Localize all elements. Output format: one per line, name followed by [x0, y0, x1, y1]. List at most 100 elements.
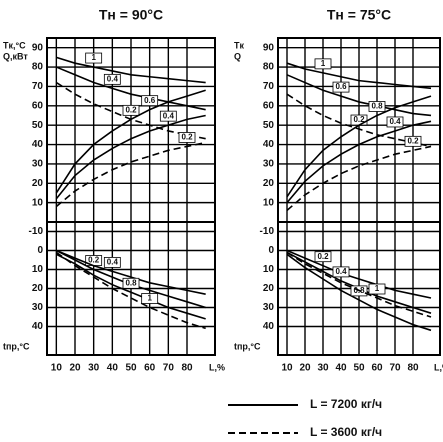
y-axis-label: Q,кВт: [3, 51, 28, 61]
series-line: [286, 74, 432, 117]
curve-label-box: [159, 110, 177, 122]
series-line: [286, 62, 432, 90]
curve-label: 1: [375, 284, 380, 293]
y-tick-label: 0: [268, 245, 274, 256]
x-tick-label: 80: [181, 363, 193, 374]
y-tick-label: 30: [32, 159, 44, 170]
y-tick-label: 20: [263, 283, 275, 294]
y-tick-label: 20: [32, 178, 44, 189]
curve-label: 0.2: [88, 256, 100, 265]
y-tick-label: 40: [263, 321, 275, 332]
curve-label-box: [85, 52, 103, 64]
series-line: [56, 249, 206, 295]
y-axis-label: Tк,°C: [3, 40, 26, 50]
y-tick-label: 60: [263, 100, 275, 111]
x-tick-label: 40: [107, 363, 119, 374]
x-tick-label: 10: [51, 363, 63, 374]
x-tick-label: 70: [163, 363, 175, 374]
y-tick-label: 30: [263, 159, 275, 170]
y-tick-label: 50: [263, 120, 275, 131]
y-tick-label: 10: [32, 264, 44, 275]
curve-label-box: [314, 251, 332, 263]
y-tick-label: 80: [263, 62, 275, 73]
x-tick-label: 10: [281, 363, 293, 374]
x-axis-label: L,%: [434, 362, 443, 372]
curve-label: 0.2: [353, 115, 365, 124]
y-tick-label: 10: [263, 197, 275, 208]
y-axis-label: Tк: [234, 40, 244, 50]
chart-title: Tн = 75°C: [327, 7, 391, 23]
x-tick-label: 60: [144, 363, 156, 374]
curve-label-box: [141, 293, 159, 304]
curve-label: 0.6: [335, 82, 347, 91]
curve-label-box: [332, 266, 350, 278]
y-tick-label: 40: [32, 139, 44, 150]
series-line: [286, 93, 432, 148]
x-tick-label: 20: [299, 363, 311, 374]
curve-label-box: [103, 256, 121, 268]
y-axis-label: tпр,°C: [3, 341, 30, 351]
curve-label: 0.2: [125, 105, 137, 114]
curve-label: 1: [321, 59, 326, 68]
series-line: [56, 66, 206, 111]
curve-label-box: [122, 277, 140, 289]
x-tick-label: 80: [407, 363, 419, 374]
y-tick-label: 80: [32, 62, 44, 73]
x-tick-label: 70: [389, 363, 401, 374]
y-tick-label: 10: [263, 264, 275, 275]
curve-label: 0.2: [181, 133, 193, 142]
x-tick-label: 50: [125, 363, 137, 374]
curve-label-box: [404, 135, 422, 147]
curve-label: 0.8: [125, 278, 137, 287]
y-tick-label: 70: [263, 81, 275, 92]
y-tick-label: 60: [32, 100, 44, 111]
y-tick-label: -10: [260, 226, 275, 237]
series-line: [55, 89, 206, 194]
series-line: [286, 120, 432, 204]
x-tick-label: 40: [335, 363, 347, 374]
y-tick-label: 90: [263, 42, 275, 53]
curve-label-box: [368, 101, 386, 112]
y-tick-label: -10: [29, 226, 44, 237]
curve-label: 0.2: [407, 136, 419, 145]
x-tick-label: 30: [317, 363, 329, 374]
curve-label: 0.4: [107, 74, 119, 83]
curve-label-box: [103, 73, 121, 85]
y-tick-label: 20: [32, 283, 44, 294]
series-line: [55, 253, 206, 320]
y-tick-label: 20: [263, 178, 275, 189]
x-tick-label: 50: [353, 363, 365, 374]
y-tick-label: 0: [37, 245, 43, 256]
y-tick-label: 90: [32, 42, 44, 53]
y-tick-label: 50: [32, 120, 44, 131]
chart-title: Tн = 90°C: [99, 7, 163, 23]
curve-label: 1: [147, 294, 152, 303]
y-axis-label: Q: [234, 51, 241, 61]
curve-label-box: [314, 58, 332, 70]
series-line: [286, 251, 432, 318]
curve-label: 0.4: [107, 258, 119, 267]
y-tick-label: 70: [32, 81, 44, 92]
y-tick-label: 40: [32, 321, 44, 332]
curve-label: 0.4: [335, 267, 347, 276]
legend-label: L = 3600 кг/ч: [310, 425, 382, 439]
x-tick-label: 20: [69, 363, 81, 374]
curve-label: 0.4: [389, 117, 401, 126]
y-tick-label: 30: [263, 302, 275, 313]
y-tick-label: 30: [32, 302, 44, 313]
series-line: [286, 249, 432, 299]
y-tick-label: 40: [263, 139, 275, 150]
curve-label-box: [178, 132, 196, 143]
curve-label-box: [332, 81, 350, 93]
x-tick-label: 30: [88, 363, 100, 374]
y-tick-label: 10: [32, 197, 44, 208]
curve-label: 1: [91, 53, 96, 62]
series-line: [56, 56, 206, 84]
y-axis-label: tпр,°C: [234, 341, 261, 351]
legend-label: L = 7200 кг/ч: [310, 397, 382, 411]
curve-label: 0.4: [163, 111, 175, 120]
curve-label: 0.8: [371, 102, 383, 111]
series-line: [55, 114, 206, 200]
